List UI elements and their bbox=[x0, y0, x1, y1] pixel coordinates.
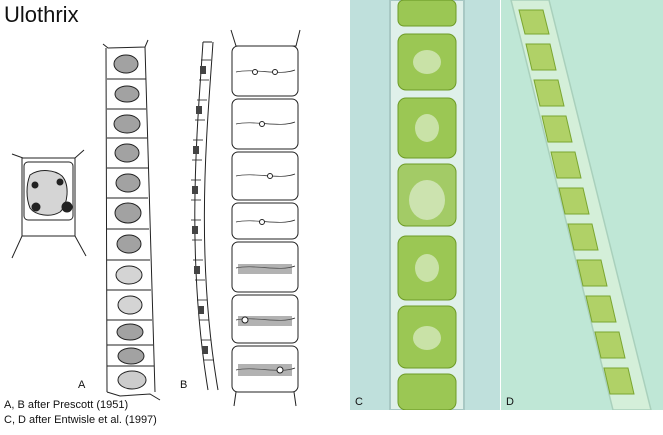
drawing-a-filament bbox=[102, 39, 161, 401]
drawing-a-single-cell bbox=[11, 149, 87, 259]
photo-c: C bbox=[350, 0, 500, 410]
photo-d-filament bbox=[501, 0, 663, 410]
credit-line-2: C, D after Entwisle et al. (1997) bbox=[4, 414, 157, 426]
panel-label-d: D bbox=[506, 396, 514, 408]
photo-c-filament bbox=[350, 0, 500, 410]
drawing-b-thin-filament bbox=[191, 41, 219, 391]
panel-label-a: A bbox=[78, 379, 86, 391]
figure-credits: A, B after Prescott (1951) C, D after En… bbox=[4, 398, 157, 428]
photo-d: D bbox=[501, 0, 663, 410]
drawing-b-wide-filament bbox=[230, 29, 301, 407]
drawing-svg bbox=[11, 29, 301, 407]
figure-title: Ulothrix bbox=[4, 2, 79, 27]
line-drawings: A B bbox=[11, 29, 301, 407]
credit-line-1: A, B after Prescott (1951) bbox=[4, 399, 129, 411]
panel-label-b: B bbox=[180, 379, 188, 391]
panel-label-c: C bbox=[355, 396, 363, 408]
